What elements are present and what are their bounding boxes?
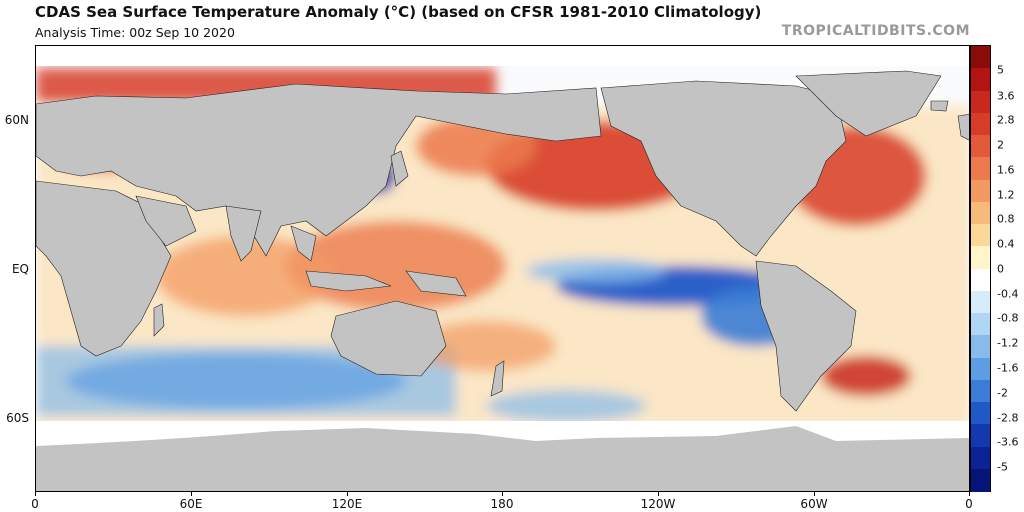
colorbar-segment [971, 224, 990, 247]
colorbar-segment [971, 402, 990, 425]
colorbar-tick-label: 2.8 [997, 113, 1015, 127]
colorbar-tick-label: -5 [997, 460, 1008, 474]
colorbar-segment [971, 424, 990, 447]
lon-label-0-east: 0 [965, 497, 973, 511]
colorbar-tick-label: 3.6 [997, 89, 1015, 103]
colorbar-tick-label: 0.4 [997, 237, 1015, 251]
colorbar-tick-label: -3.6 [997, 435, 1019, 449]
colorbar-segment [971, 468, 990, 492]
colorbar-segment [971, 201, 990, 225]
colorbar-tick-label: -2 [997, 386, 1008, 400]
colorbar-segment [971, 157, 990, 180]
colorbar-segment [971, 90, 990, 114]
lat-label-eq: EQ [11, 262, 29, 276]
colorbar-segment [971, 335, 990, 358]
lon-label-120w: 120W [640, 497, 676, 511]
chart-title: CDAS Sea Surface Temperature Anomaly (°C… [35, 3, 762, 21]
colorbar-tick-label: 1.6 [997, 163, 1015, 177]
colorbar-tick-label: -1.6 [997, 361, 1019, 375]
colorbar-segment [971, 313, 990, 336]
colorbar-segment [971, 268, 990, 292]
colorbar-tick-label: -0.4 [997, 287, 1019, 301]
lat-label-60s: 60S [6, 411, 29, 425]
colorbar-segment [971, 290, 990, 314]
colorbar-segment [971, 135, 990, 158]
colorbar-segment [971, 357, 990, 381]
analysis-time: Analysis Time: 00z Sep 10 2020 [35, 25, 235, 40]
colorbar-segment [971, 112, 990, 136]
brand-watermark: TROPICALTIDBITS.COM [781, 23, 970, 39]
antarctica [36, 426, 969, 491]
colorbar-segment [971, 446, 990, 470]
colorbar-segment [971, 379, 990, 403]
colorbar-tick-label: 0.8 [997, 212, 1015, 226]
lat-label-60n: 60N [4, 113, 29, 127]
colorbar-tick-label: -1.2 [997, 336, 1019, 350]
colorbar-tick-label: 1.2 [997, 188, 1015, 202]
colorbar-segment [971, 246, 990, 269]
map-svg [36, 46, 969, 491]
lon-label-0: 0 [31, 497, 39, 511]
landmasses [36, 70, 969, 412]
colorbar-segment [971, 46, 990, 69]
lon-label-60w: 60W [800, 497, 828, 511]
lon-label-180: 180 [490, 497, 514, 511]
sst-anomaly-map [35, 45, 970, 492]
colorbar-segment [971, 68, 990, 91]
colorbar [970, 45, 991, 492]
colorbar-tick-label: 2 [997, 138, 1004, 152]
colorbar-tick-label: -0.8 [997, 311, 1019, 325]
colorbar-segment [971, 179, 990, 203]
colorbar-tick-label: -2.8 [997, 411, 1019, 425]
lon-label-120e: 120E [331, 497, 363, 511]
lon-label-60e: 60E [179, 497, 203, 511]
colorbar-tick-label: 0 [997, 262, 1004, 276]
colorbar-tick-label: 5 [997, 63, 1004, 77]
